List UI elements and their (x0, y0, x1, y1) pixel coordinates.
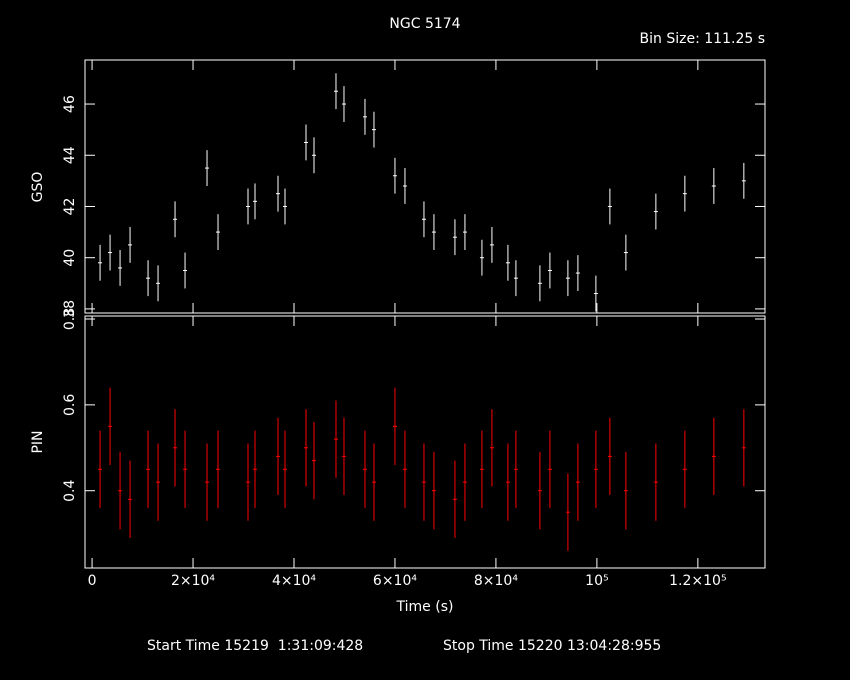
x-tick-label: 0 (88, 573, 97, 589)
panel-frame (84, 315, 766, 569)
y-tick-label: 42 (62, 198, 78, 216)
x-axis-label: Time (s) (396, 599, 454, 615)
y-tick-label: 38 (62, 300, 78, 318)
y-tick-label: 0.6 (62, 394, 78, 416)
y-tick-label: 44 (62, 146, 78, 164)
bin-size: Bin Size: 111.25 s (640, 31, 765, 47)
y-axis-label: PIN (30, 430, 46, 453)
y-tick-label: 46 (62, 95, 78, 113)
x-tick-label: 4×10⁴ (272, 573, 316, 589)
start-time: Start Time 15219 1:31:09:428 (147, 638, 363, 654)
x-tick-label: 2×10⁴ (171, 573, 215, 589)
y-axis-label: GSO (30, 172, 46, 203)
x-tick-label: 8×10⁴ (474, 573, 518, 589)
x-tick-label: 1.2×10⁵ (669, 573, 726, 589)
chart-title: NGC 5174 (389, 16, 460, 32)
panel-frame (84, 59, 766, 314)
y-tick-label: 0.4 (62, 480, 78, 502)
y-tick-label: 0.8 (62, 308, 78, 330)
x-tick-label: 6×10⁴ (373, 573, 417, 589)
x-tick-label: 10⁵ (585, 573, 608, 589)
stop-time: Stop Time 15220 13:04:28:955 (443, 638, 661, 654)
y-tick-label: 40 (62, 249, 78, 267)
